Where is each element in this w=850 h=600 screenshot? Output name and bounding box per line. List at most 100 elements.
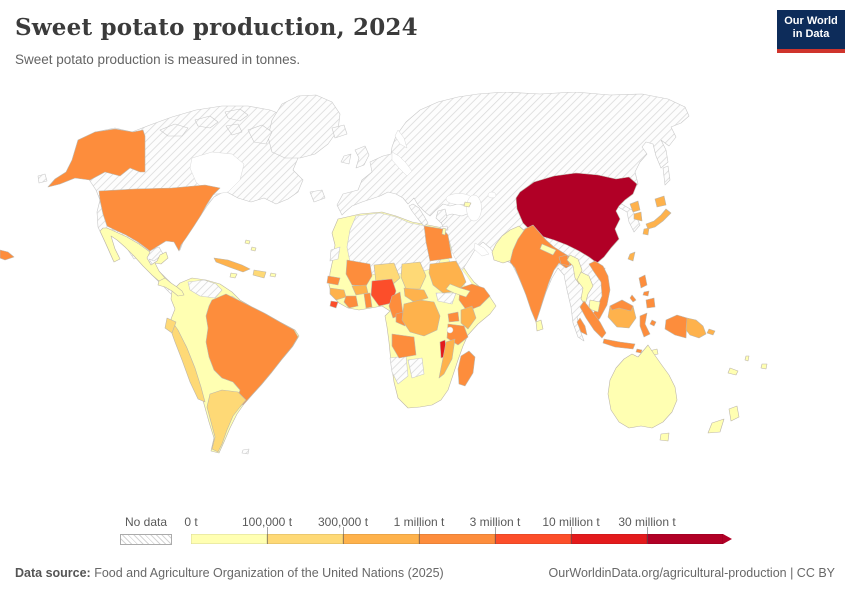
country-bahamas[interactable] (244, 239, 251, 245)
country-georgia[interactable] (463, 201, 472, 208)
country-kenya[interactable] (460, 305, 477, 330)
canadian-arctic-islands (37, 108, 326, 203)
country-iceland[interactable] (331, 124, 348, 139)
country-bangladesh[interactable] (558, 254, 571, 267)
country-vanuatu[interactable] (744, 355, 750, 362)
gulf-of-bothnia (394, 129, 408, 149)
country-philippines-visayas[interactable] (642, 290, 650, 297)
country-yemen[interactable] (445, 283, 471, 298)
credit-link[interactable]: OurWorldinData.org/agricultural-producti… (548, 566, 835, 580)
legend-bin-swatch[interactable] (571, 534, 647, 544)
country-usa[interactable] (98, 184, 221, 252)
persian-gulf (473, 242, 490, 257)
country-indonesia-sulawesi[interactable] (639, 312, 651, 338)
chart-subtitle: Sweet potato production is measured in t… (15, 52, 301, 67)
country-nz-north[interactable] (728, 405, 740, 422)
country-bahamas2[interactable] (250, 246, 257, 252)
legend-bin-label: 300,000 t (317, 515, 369, 529)
country-north-korea[interactable] (629, 200, 641, 213)
legend-arrow (723, 534, 732, 544)
country-peru[interactable] (169, 319, 206, 403)
country-mozambique[interactable] (438, 338, 456, 379)
country-nepal[interactable] (539, 243, 557, 256)
page-title: Sweet potato production, 2024 (15, 14, 418, 41)
country-argentina[interactable] (206, 389, 247, 453)
country-malaysia[interactable] (576, 317, 588, 336)
country-madagascar[interactable] (457, 350, 476, 387)
data-source: Data source: Food and Agriculture Organi… (15, 566, 444, 580)
country-ivory-coast[interactable] (343, 295, 359, 309)
world-map-container (0, 92, 850, 507)
baltic-sea (391, 151, 413, 177)
country-japan-honshu[interactable] (645, 208, 672, 230)
legend-bin-swatch[interactable] (191, 534, 267, 544)
country-indonesia-lesser-sunda[interactable] (635, 348, 643, 354)
country-drc[interactable] (401, 299, 441, 337)
country-western-sahara[interactable] (329, 246, 341, 262)
country-botswana[interactable] (407, 357, 425, 379)
country-indonesia-java[interactable] (602, 338, 636, 350)
country-philippines-luzon[interactable] (638, 274, 648, 289)
country-japan-kyushu[interactable] (642, 227, 650, 236)
country-burkina-faso[interactable] (351, 284, 369, 296)
region-central-america[interactable] (157, 277, 185, 297)
country-hispaniola[interactable] (252, 269, 267, 279)
country-taiwan[interactable] (627, 251, 636, 262)
country-jamaica[interactable] (229, 272, 238, 279)
country-australia[interactable] (607, 344, 678, 429)
country-senegal[interactable] (326, 275, 341, 286)
country-india[interactable] (509, 224, 574, 323)
country-south-sudan[interactable] (435, 292, 457, 305)
country-indonesia-sumatra[interactable] (579, 300, 607, 339)
country-uganda[interactable] (447, 311, 460, 323)
caspian-sea (466, 194, 482, 222)
country-new-caledonia[interactable] (727, 367, 739, 376)
owid-logo-line1: Our World (784, 15, 838, 27)
country-new-britain[interactable] (706, 328, 716, 336)
legend-bin-tick (495, 527, 496, 544)
legend-bin-swatch[interactable] (419, 534, 495, 544)
country-falklands[interactable] (241, 448, 250, 455)
map-legend: No data 0 t 100,000 t 300,000 t 1 million t… (0, 513, 850, 549)
country-philippines-mindanao[interactable] (645, 297, 656, 309)
country-myanmar[interactable] (566, 254, 583, 285)
owid-logo[interactable]: Our World in Data (777, 10, 845, 53)
country-niger[interactable] (373, 262, 401, 286)
country-chad[interactable] (400, 261, 427, 290)
country-greenland[interactable] (267, 94, 341, 159)
legend-bin-swatch[interactable] (647, 534, 723, 544)
country-alaska-wrap[interactable] (0, 249, 15, 261)
country-puerto-rico[interactable] (269, 272, 277, 278)
country-tasmania[interactable] (659, 432, 670, 442)
country-guinea[interactable] (329, 287, 347, 301)
country-philippines-palawan[interactable] (629, 294, 637, 303)
country-sri-lanka[interactable] (535, 319, 544, 332)
country-israel[interactable] (441, 227, 447, 236)
country-venezuela[interactable] (187, 279, 223, 299)
country-cuba[interactable] (213, 257, 251, 273)
legend-bin-swatch[interactable] (343, 534, 419, 544)
country-angola[interactable] (391, 333, 417, 359)
country-indonesia-maluku[interactable] (649, 319, 657, 327)
country-alaska[interactable] (47, 128, 146, 188)
country-brazil[interactable] (205, 293, 299, 406)
country-togo-benin[interactable] (363, 292, 373, 309)
country-ecuador[interactable] (164, 317, 177, 334)
country-west-new-guinea[interactable] (664, 314, 688, 339)
legend-no-data-label: No data (124, 515, 168, 529)
country-south-korea[interactable] (633, 211, 643, 222)
legend-no-data-swatch[interactable] (120, 534, 172, 545)
country-fiji[interactable] (760, 363, 768, 370)
country-sierra-leone[interactable] (329, 300, 339, 309)
country-malaysia-sarawak[interactable] (609, 299, 634, 312)
legend-bin-swatch[interactable] (267, 534, 343, 544)
country-japan-hokkaido[interactable] (654, 195, 667, 208)
country-papua-new-guinea[interactable] (685, 317, 707, 339)
legend-bin-swatch[interactable] (495, 534, 571, 544)
country-cambodia[interactable] (588, 299, 601, 313)
legend-bin-label: 3 million t (469, 515, 521, 529)
data-source-text: Food and Agriculture Organization of the… (90, 566, 444, 580)
legend-bin-label: 100,000 t (241, 515, 293, 529)
country-nz-south[interactable] (707, 418, 725, 434)
colored-countries (0, 128, 768, 453)
